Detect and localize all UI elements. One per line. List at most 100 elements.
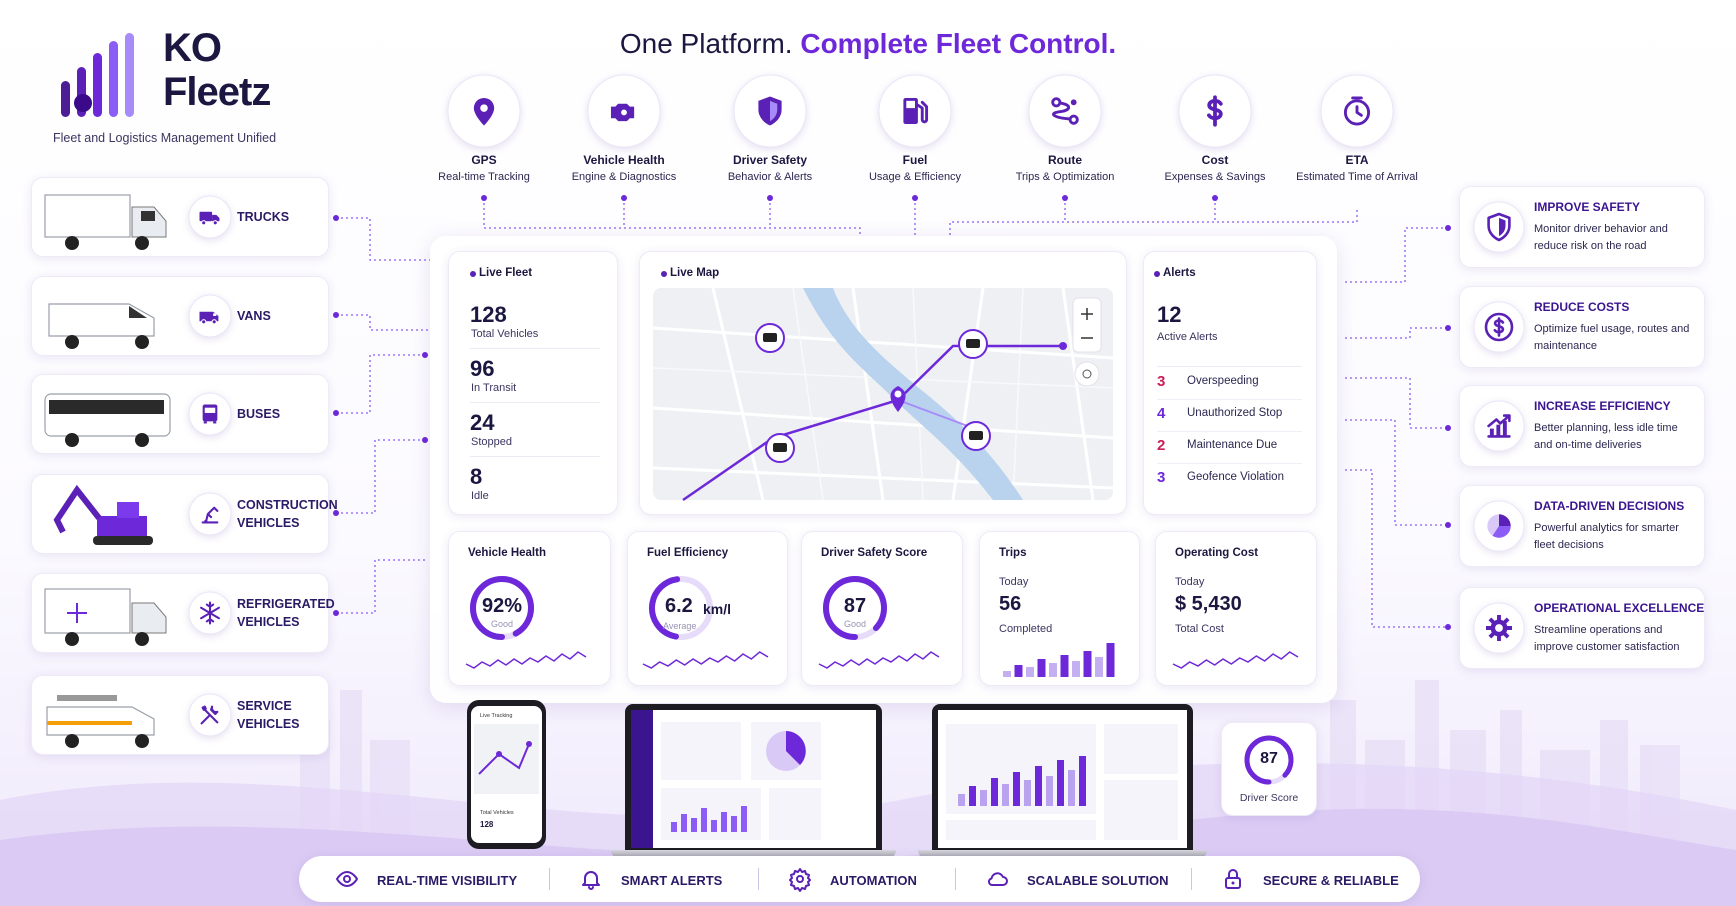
stat-value: 8: [470, 464, 483, 489]
decoration: [61, 81, 70, 117]
icon: [200, 705, 219, 725]
decoration: [652, 406, 1114, 440]
decoration: [204, 407, 216, 413]
decoration: [478, 743, 530, 775]
feature-title: Vehicle Health: [583, 153, 665, 167]
decoration: [1012, 287, 1024, 501]
decoration: [1445, 225, 1451, 231]
benefit-icon: [1473, 602, 1525, 654]
kpi-period: Today: [999, 576, 1029, 588]
logo-mark: [61, 33, 134, 117]
benefit-title: REDUCE COSTS: [1534, 300, 1630, 314]
decoration: [1070, 99, 1077, 106]
decoration: [711, 820, 717, 832]
vehicle-image: [53, 484, 153, 545]
decoration: [213, 421, 217, 424]
kpi-title: Trips: [999, 547, 1027, 559]
vehicle-image: [44, 588, 167, 646]
decoration: [631, 710, 653, 848]
alert-count: 2: [1157, 437, 1166, 454]
decoration: [109, 41, 118, 117]
decoration: [1484, 312, 1514, 342]
feature-icon: [878, 74, 952, 148]
brand-name: KO: [163, 26, 222, 70]
decoration: [333, 410, 339, 416]
decoration: [1037, 659, 1046, 677]
decoration: [890, 386, 906, 412]
feature-icon: [447, 74, 521, 148]
decoration: [1487, 212, 1511, 242]
alert-count: 4: [1157, 405, 1166, 422]
decoration: [125, 33, 134, 117]
icon: [199, 211, 220, 226]
decoration: [1046, 776, 1053, 806]
decoration: [906, 100, 915, 109]
decoration: [1345, 377, 1448, 429]
decoration: [1207, 95, 1223, 127]
decoration: [1083, 651, 1092, 677]
decoration: [333, 215, 339, 221]
mini-bars: [1003, 643, 1115, 677]
bullet: [1154, 271, 1160, 277]
icon: [199, 311, 219, 325]
divider: [1157, 399, 1302, 400]
footer-label: SCALABLE SOLUTION: [1027, 873, 1169, 888]
decoration: [786, 731, 806, 765]
footer-icon: [789, 868, 811, 892]
laptop-base: [611, 850, 896, 859]
laptop-base: [918, 850, 1207, 859]
decoration: [991, 778, 998, 806]
decoration: [1068, 770, 1075, 806]
connectors: [336, 198, 1448, 628]
decoration: [621, 109, 627, 116]
benefit-text: Better planning, less idle time and on-t…: [1534, 422, 1678, 451]
decoration: [135, 236, 149, 250]
decoration: [711, 287, 765, 501]
feature-icon: [1028, 74, 1102, 148]
decoration: [135, 632, 149, 646]
decoration: [1074, 361, 1100, 387]
benefit-icon: [1473, 201, 1525, 253]
sparkline: [1172, 651, 1299, 669]
decoration: [1343, 99, 1371, 126]
vehicle-image: [46, 695, 155, 748]
gauge-arc: [823, 576, 887, 640]
benefit-card: [1459, 286, 1705, 368]
gauge-arc: [470, 576, 534, 640]
decoration: [1002, 784, 1009, 806]
icon: [200, 601, 220, 625]
vehicle-label: TRUCKS: [237, 210, 290, 224]
card-title: Live Fleet: [479, 267, 533, 279]
decoration: [422, 437, 428, 443]
decoration: [1052, 101, 1072, 121]
decoration: [131, 602, 167, 634]
decoration: [912, 195, 918, 201]
decoration: [333, 610, 339, 616]
decoration: [818, 651, 940, 669]
decoration: [721, 812, 727, 832]
decoration: [1035, 766, 1042, 806]
icon: [1485, 614, 1512, 641]
kpi-gauge: [648, 576, 713, 640]
divider: [1157, 431, 1302, 432]
decoration: [49, 400, 164, 414]
decoration: [691, 818, 697, 832]
decoration: [1172, 651, 1299, 669]
connector-dots: [333, 195, 1451, 630]
decoration: [333, 312, 339, 318]
feature-subtitle: Expenses & Savings: [1164, 171, 1266, 183]
vehicle-label: CONSTRUCTION VEHICLES: [237, 498, 338, 530]
decoration: [93, 536, 153, 545]
decoration: [1502, 420, 1507, 437]
divider: [1157, 463, 1302, 464]
vehicle-icon: [188, 294, 232, 338]
decoration: [949, 198, 1066, 236]
kpi-title: Driver Safety Score: [821, 547, 928, 559]
decoration: [1445, 522, 1451, 528]
vehicle-icon: [188, 492, 232, 536]
decoration: [1079, 756, 1086, 806]
decoration: [789, 868, 811, 892]
decoration: [969, 786, 976, 806]
vehicle-image: [44, 194, 167, 250]
